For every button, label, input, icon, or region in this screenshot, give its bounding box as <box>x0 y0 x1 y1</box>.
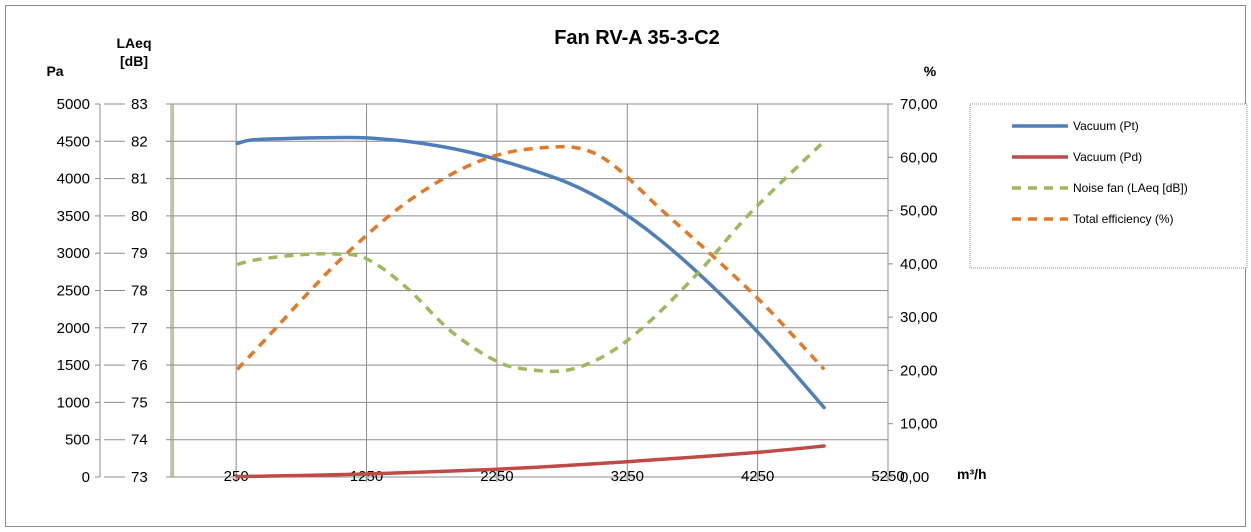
tick-label-laeq-3: 76 <box>131 357 148 374</box>
series-line-3 <box>235 144 826 371</box>
tick-label-pct-0: 0,00 <box>900 469 929 486</box>
series-line-0 <box>235 135 826 410</box>
tick-label-pa-4: 2000 <box>57 320 90 337</box>
series-line-2 <box>236 140 826 374</box>
ticks-pa: 0 500 1000 1500 2000 2500 3000 3500 4000 4500 5000 <box>57 96 100 486</box>
series-group <box>235 135 826 479</box>
x-axis-title: m³/h <box>957 466 987 482</box>
tick-label-pct-1: 10,00 <box>900 416 938 433</box>
tick-label-laeq-2: 75 <box>131 394 148 411</box>
tick-label-laeq-9: 82 <box>131 133 148 150</box>
tick-label-pct-7: 70,00 <box>900 96 938 113</box>
legend: Vacuum (Pt) Vacuum (Pd) Noise fan (LAeq [d… <box>969 103 1248 269</box>
tick-label-laeq-8: 81 <box>131 171 148 188</box>
tick-label-pa-5: 2500 <box>57 283 90 300</box>
tick-label-pct-4: 40,00 <box>900 256 938 273</box>
legend-label-3: Total efficiency (%) <box>1073 212 1173 226</box>
y-axis-laeq-title-line2: [dB] <box>120 53 148 69</box>
tick-label-pa-10: 5000 <box>57 96 90 113</box>
tick-label-pa-7: 3500 <box>57 208 90 225</box>
tick-label-laeq-5: 78 <box>131 283 148 300</box>
ticks-laeq: 73 74 75 76 77 78 79 80 81 82 83 <box>104 96 171 486</box>
chart-title: Fan RV-A 35-3-C2 <box>554 27 720 49</box>
tick-label-laeq-7: 80 <box>131 208 148 225</box>
tick-label-pa-0: 0 <box>82 469 90 486</box>
y-axis-pct-title: % <box>924 63 937 79</box>
tick-label-laeq-0: 73 <box>131 469 148 486</box>
tick-label-x-2: 2250 <box>480 468 513 485</box>
series-line-1 <box>235 444 826 479</box>
tick-label-x-5: 5250 <box>871 468 904 485</box>
y-axis-laeq-title-line1: LAeq <box>117 35 152 51</box>
tick-label-pa-8: 4000 <box>57 171 90 188</box>
grid <box>171 103 889 478</box>
tick-label-pct-6: 60,00 <box>900 149 938 166</box>
tick-label-x-3: 3250 <box>611 468 644 485</box>
legend-label-2: Noise fan (LAeq [dB]) <box>1073 181 1188 195</box>
tick-label-pa-1: 500 <box>65 432 90 449</box>
tick-label-pa-9: 4500 <box>57 133 90 150</box>
legend-label-1: Vacuum (Pd) <box>1073 150 1142 164</box>
tick-label-pa-2: 1000 <box>57 394 90 411</box>
y-axis-pa-title: Pa <box>46 63 63 79</box>
legend-label-0: Vacuum (Pt) <box>1073 119 1139 133</box>
tick-label-laeq-10: 83 <box>131 96 148 113</box>
ticks-x: 250 1250 2250 3250 4250 5250 <box>224 468 905 485</box>
tick-label-x-4: 4250 <box>741 468 774 485</box>
tick-label-x-1: 1250 <box>350 468 383 485</box>
ticks-pct: 0,00 10,00 20,00 30,00 40,00 50,00 60,00 70,00 <box>888 96 938 486</box>
tick-label-pct-2: 20,00 <box>900 362 938 379</box>
tick-label-pa-6: 3000 <box>57 245 90 262</box>
tick-label-pct-5: 50,00 <box>900 203 938 220</box>
legend-box <box>969 103 1248 269</box>
tick-label-laeq-4: 77 <box>131 320 148 337</box>
tick-label-pct-3: 30,00 <box>900 309 938 326</box>
tick-label-laeq-1: 74 <box>131 432 148 449</box>
tick-label-pa-3: 1500 <box>57 357 90 374</box>
tick-label-laeq-6: 79 <box>131 245 148 262</box>
